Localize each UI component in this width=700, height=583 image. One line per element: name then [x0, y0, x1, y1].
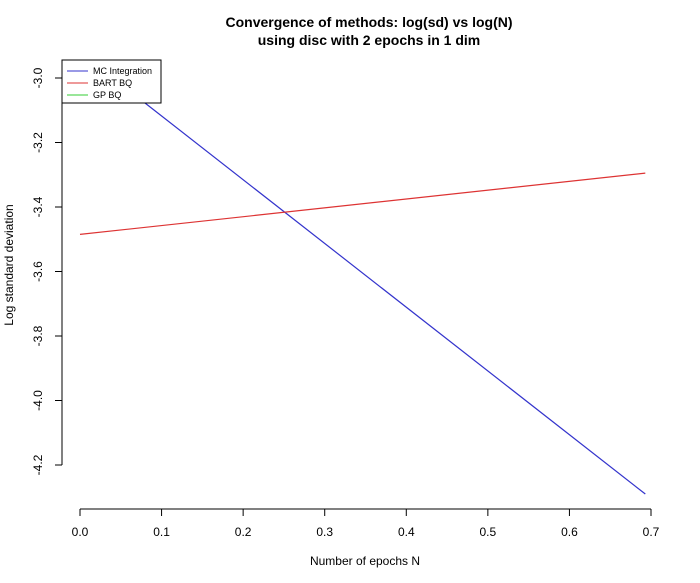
y-axis-label: Log standard deviation — [2, 204, 16, 325]
y-tick-label: -3.6 — [31, 261, 45, 282]
y-tick-label: -3.4 — [31, 196, 45, 217]
x-tick-label: 0.3 — [316, 525, 333, 539]
chart-title: Convergence of methods: log(sd) vs log(N… — [225, 14, 512, 30]
series-line-2 — [79, 172, 646, 235]
legend-box — [61, 59, 162, 104]
legend-label: BART BQ — [93, 78, 132, 88]
y-tick-label: -3.0 — [31, 67, 45, 88]
x-tick-label: 0.5 — [480, 525, 497, 539]
y-tick-label: -3.8 — [31, 325, 45, 346]
legend-label: GP BQ — [93, 90, 121, 100]
x-tick-label: 0.7 — [643, 525, 660, 539]
x-axis: 0.0 0.1 0.2 0.3 0.4 0.5 0.6 0.7 — [72, 508, 660, 539]
x-tick-label: 0.2 — [235, 525, 252, 539]
x-tick-label: 0.1 — [153, 525, 170, 539]
x-tick-label: 0.6 — [561, 525, 578, 539]
series-layer — [79, 60, 646, 495]
chart-subtitle: using disc with 2 epochs in 1 dim — [258, 32, 480, 48]
y-tick-label: -4.0 — [31, 390, 45, 411]
legend-label: MC Integration — [93, 66, 152, 76]
legend: MC Integration BART BQ GP BQ — [61, 59, 162, 104]
y-axis: -3.0 -3.2 -3.4 -3.6 -3.8 -4.0 -4.2 — [31, 67, 63, 475]
x-tick-label: 0.4 — [398, 525, 415, 539]
y-tick-label: -4.2 — [31, 454, 45, 475]
y-tick-label: -3.2 — [31, 132, 45, 153]
x-axis-label: Number of epochs N — [310, 554, 420, 568]
x-tick-label: 0.0 — [72, 525, 89, 539]
series-line-1 — [89, 60, 646, 495]
